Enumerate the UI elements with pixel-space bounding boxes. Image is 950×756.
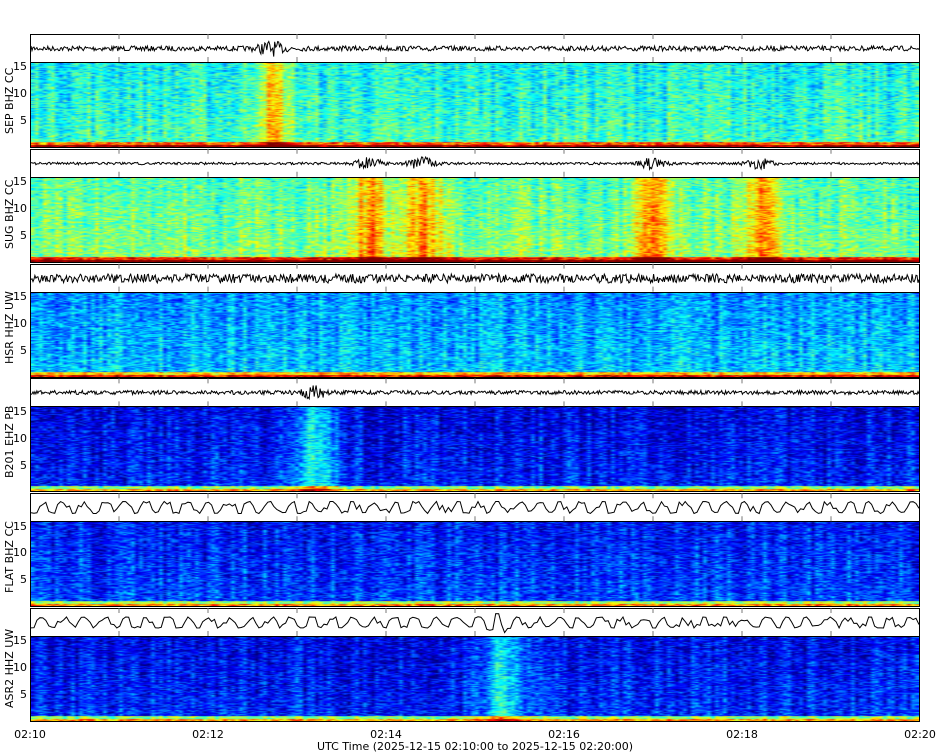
y-tick-label: 10 — [13, 202, 27, 216]
spectrogram — [30, 521, 920, 608]
x-tick-label: 02:20 — [904, 728, 936, 741]
spectrogram-image — [31, 177, 919, 262]
spectrogram-image — [31, 522, 919, 607]
y-tick-label: 5 — [20, 688, 27, 702]
spectrogram — [30, 62, 920, 148]
spectrogram — [30, 636, 920, 722]
spectrogram-image — [31, 637, 919, 721]
y-tick-label: 10 — [13, 546, 27, 560]
spectrogram — [30, 291, 920, 378]
y-tick-label: 5 — [20, 343, 27, 357]
spectrogram-image — [31, 407, 919, 492]
spectrogram-image — [31, 63, 919, 147]
y-tick-label: 10 — [13, 431, 27, 445]
y-tick-label: 10 — [13, 661, 27, 675]
y-tick-label: 15 — [13, 519, 27, 533]
spectrogram-image — [31, 292, 919, 377]
x-tick-label: 02:14 — [370, 728, 402, 741]
y-tick-label: 15 — [13, 60, 27, 74]
trace-line — [31, 271, 919, 285]
y-tick-label: 15 — [13, 289, 27, 303]
trace-line — [31, 155, 919, 171]
y-tick-label: 10 — [13, 316, 27, 330]
spectrogram — [30, 176, 920, 263]
trace-line — [31, 500, 919, 515]
x-tick-label: 02:16 — [548, 728, 580, 741]
y-tick-label: 10 — [13, 87, 27, 101]
trace-line — [31, 613, 919, 634]
y-tick-label: 5 — [20, 228, 27, 242]
y-tick-label: 15 — [13, 634, 27, 648]
x-tick-label: 02:10 — [14, 728, 46, 741]
x-axis-label: UTC Time (2025-12-15 02:10:00 to 2025-12… — [317, 740, 633, 753]
x-tick-label: 02:12 — [192, 728, 224, 741]
y-tick-label: 5 — [20, 573, 27, 587]
y-tick-label: 5 — [20, 458, 27, 472]
y-tick-label: 15 — [13, 175, 27, 189]
trace-line — [31, 385, 919, 401]
spectrogram — [30, 406, 920, 493]
y-tick-label: 5 — [20, 114, 27, 128]
x-tick-label: 02:18 — [726, 728, 758, 741]
trace-line — [31, 40, 919, 57]
y-tick-label: 15 — [13, 404, 27, 418]
